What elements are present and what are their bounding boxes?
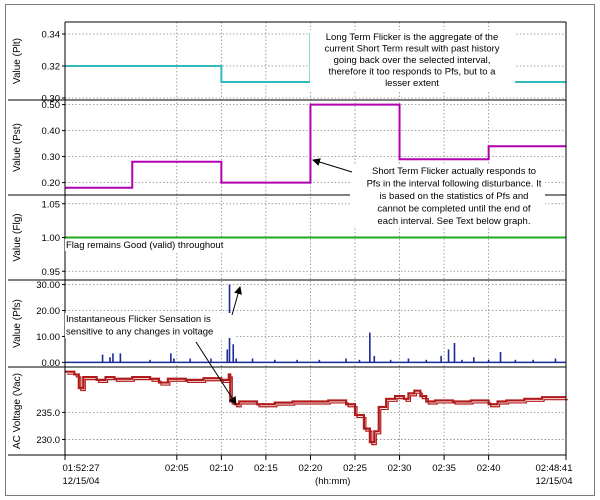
annotation-text: lesser extent <box>385 78 439 89</box>
annotation-text: Instantaneous Flicker Sensation is <box>66 314 211 325</box>
y-axis-label: Value (Flg) <box>12 213 23 261</box>
x-tick-label: 02:05 <box>165 463 189 474</box>
y-tick-label: 1.00 <box>42 233 61 244</box>
annotation-background <box>65 239 251 251</box>
y-axis-label: Value (Pst) <box>12 123 23 172</box>
pst-series-line <box>65 103 566 189</box>
y-tick-label: 0.50 <box>42 100 61 111</box>
annotation-background <box>65 313 235 338</box>
annotation-text: current Short Term result with past hist… <box>324 44 499 55</box>
x-tick-label: 02:40 <box>477 463 501 474</box>
y-axis-label: AC Voltage (Vac) <box>12 373 23 449</box>
y-tick-label: 0.34 <box>42 30 61 41</box>
annotation-text: Long Term Flicker is the aggregate of th… <box>326 32 499 43</box>
vac-secondary-line <box>67 373 568 446</box>
x-tick-label: 02:10 <box>209 463 233 474</box>
annotation-text: therefore it too responds to Pfs, but to… <box>329 67 497 78</box>
x-axis-unit: (hh:mm) <box>315 476 350 487</box>
y-tick-label: 0.30 <box>42 94 61 105</box>
annotation-background <box>350 164 545 226</box>
y-tick-label: 30.00 <box>36 280 60 291</box>
pfs-annotation-arrow <box>231 286 242 316</box>
annotation-text: Short Term Flicker actually responds to <box>372 166 536 177</box>
x-tick-label: 02:35 <box>432 463 456 474</box>
annotation-text: Pfs in the interval following disturbanc… <box>367 179 542 190</box>
y-tick-label: 20.00 <box>36 306 60 317</box>
x-tick-label: 02:25 <box>343 463 367 474</box>
y-tick-label: 10.00 <box>36 332 60 343</box>
y-tick-label: 0.95 <box>42 267 61 278</box>
x-tick-label: 02:48:41 <box>536 463 573 474</box>
y-tick-label: 0.30 <box>42 152 61 163</box>
y-tick-label: 230.0 <box>36 435 60 446</box>
annotation-text: each interval. See Text below graph. <box>378 216 531 227</box>
x-date-label: 12/15/04 <box>63 476 100 487</box>
annotation-text: sensitive to any changes in voltage <box>66 327 213 338</box>
x-tick-label: 02:15 <box>254 463 278 474</box>
y-tick-label: 235.0 <box>36 408 60 419</box>
annotation-text: Flag remains Good (valid) throughout <box>66 240 224 251</box>
pst-annotation-arrow <box>312 158 353 173</box>
y-axis-label: Value (Pfs) <box>12 299 23 348</box>
x-tick-label: 02:20 <box>299 463 323 474</box>
x-date-label: 12/15/04 <box>536 476 573 487</box>
y-axis-label: Value (Plt) <box>12 38 23 84</box>
y-tick-label: 0.40 <box>42 126 61 137</box>
annotation-background <box>310 30 515 92</box>
annotation-text: cannot be completed until the end of <box>377 204 531 215</box>
y-tick-label: 1.05 <box>42 199 61 210</box>
vac-annotation-arrow <box>195 341 237 405</box>
vac-series-line <box>65 370 566 444</box>
y-tick-label: 0.32 <box>42 62 61 73</box>
annotation-text: is based on the statistics of Pfs and <box>380 191 529 202</box>
y-tick-label: 0.00 <box>42 358 61 369</box>
annotation-text: going back over the selected interval, <box>334 55 491 66</box>
y-tick-label: 0.20 <box>42 178 61 189</box>
x-tick-label: 02:30 <box>388 463 412 474</box>
x-tick-label: 01:52:27 <box>63 463 100 474</box>
